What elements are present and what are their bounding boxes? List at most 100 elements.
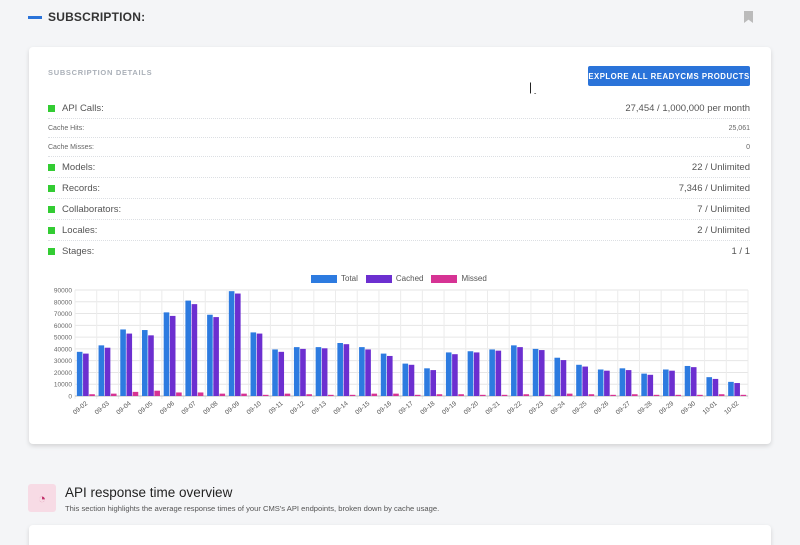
bar-total: [706, 377, 713, 396]
legend-item-cached[interactable]: Cached: [365, 274, 423, 283]
x-tick-label: 09-25: [571, 400, 589, 416]
bar-total: [272, 349, 278, 396]
bar-cached: [690, 367, 697, 396]
bar-missed: [371, 393, 378, 396]
x-tick-label: 09-09: [224, 400, 242, 416]
bar-cached: [582, 366, 588, 396]
legend-label: Missed: [461, 274, 487, 283]
subscription-details-list: API Calls: 27,454 / 1,000,000 per month …: [48, 98, 750, 262]
detail-value: 25,061: [728, 124, 750, 132]
bar-cached: [343, 344, 350, 396]
bar-missed: [588, 394, 595, 396]
x-tick-label: 09-15: [354, 400, 372, 416]
response-time-card: [29, 525, 771, 545]
x-tick-label: 09-17: [398, 400, 416, 416]
bar-cached: [625, 370, 632, 396]
bar-cached: [386, 355, 393, 396]
api-section-description: This section highlights the average resp…: [65, 504, 440, 513]
y-tick-label: 70000: [54, 311, 72, 318]
x-tick-label: 09-14: [332, 400, 350, 416]
bar-total: [663, 369, 669, 396]
bar-missed: [414, 394, 421, 396]
detail-value: 0: [746, 143, 750, 151]
detail-row-records: Records: 7,346 / Unlimited: [48, 178, 750, 199]
bar-total: [576, 364, 582, 396]
gauge-icon: ◔: [28, 484, 56, 512]
bar-cached: [235, 293, 241, 396]
x-tick-label: 09-24: [550, 400, 568, 416]
bar-total: [207, 314, 213, 396]
bar-total: [228, 291, 235, 396]
bar-total: [293, 347, 300, 396]
bar-missed: [610, 394, 616, 396]
detail-value: 2 / Unlimited: [697, 224, 750, 236]
detail-value: 7,346 / Unlimited: [678, 182, 750, 194]
bar-missed: [675, 394, 682, 396]
x-tick-label: 09-02: [72, 400, 90, 416]
bar-cached: [408, 364, 415, 396]
y-tick-label: 50000: [54, 335, 72, 342]
x-tick-label: 09-28: [636, 400, 654, 416]
x-tick-label: 09-11: [268, 400, 285, 416]
bar-cached: [538, 350, 545, 396]
x-tick-label: 09-12: [289, 400, 307, 416]
bar-cached: [104, 347, 111, 396]
detail-row-stages: Stages: 1 / 1: [48, 241, 750, 262]
x-tick-label: 09-10: [246, 400, 264, 416]
x-tick-label: 09-20: [463, 400, 481, 416]
legend-label: Total: [341, 274, 358, 283]
bar-missed: [89, 394, 95, 396]
x-tick-label: 09-13: [311, 400, 329, 416]
explore-products-button[interactable]: EXPLORE ALL READYCMS PRODUCTS: [588, 66, 750, 86]
bar-missed: [219, 393, 226, 396]
bar-cached: [495, 350, 502, 396]
x-tick-label: 09-21: [484, 400, 502, 416]
bar-missed: [197, 392, 204, 396]
legend-item-total[interactable]: Total: [311, 274, 358, 283]
x-tick-label: 10-02: [723, 400, 741, 416]
detail-label: API Calls:: [62, 102, 104, 114]
x-tick-label: 09-04: [115, 400, 133, 416]
detail-label: Models:: [62, 161, 96, 173]
bar-total: [359, 347, 365, 396]
bar-missed: [154, 390, 160, 396]
detail-value: 22 / Unlimited: [691, 161, 750, 173]
x-tick-label: 09-19: [441, 400, 459, 416]
detail-value: 27,454 / 1,000,000 per month: [625, 102, 750, 114]
detail-row-api-calls: API Calls: 27,454 / 1,000,000 per month: [48, 98, 750, 119]
bullet-icon: [48, 226, 55, 234]
bar-missed: [262, 394, 269, 396]
y-tick-label: 20000: [54, 370, 72, 377]
bar-missed: [718, 394, 725, 396]
x-tick-label: 09-08: [202, 400, 220, 416]
bar-total: [511, 345, 517, 396]
detail-label: Cache Hits:: [48, 124, 85, 132]
bar-cached: [560, 360, 567, 396]
bar-cached: [300, 348, 306, 396]
bullet-icon: [48, 104, 55, 112]
bar-total: [597, 369, 604, 396]
bookmark-icon[interactable]: [744, 11, 753, 23]
legend-item-missed[interactable]: Missed: [431, 274, 487, 283]
bar-cached: [83, 353, 89, 396]
bar-total: [684, 365, 691, 396]
card-title: SUBSCRIPTION DETAILS: [48, 68, 153, 77]
bar-cached: [213, 317, 219, 396]
bar-total: [641, 373, 647, 396]
bullet-icon: [48, 184, 55, 192]
section-accent-bar: [28, 15, 42, 19]
bullet-icon: [48, 205, 55, 213]
bar-missed: [110, 393, 117, 396]
bar-missed: [132, 391, 139, 396]
bar-missed: [631, 394, 638, 396]
x-tick-label: 09-30: [680, 400, 698, 416]
x-tick-label: 09-18: [419, 400, 437, 416]
x-tick-label: 09-27: [615, 400, 633, 416]
bar-missed: [740, 394, 747, 396]
bar-cached: [669, 370, 675, 396]
bar-cached: [647, 374, 654, 396]
bar-cached: [604, 370, 610, 396]
detail-row-collaborators: Collaborators: 7 / Unlimited: [48, 199, 750, 220]
detail-row-locales: Locales: 2 / Unlimited: [48, 220, 750, 241]
bar-cached: [712, 378, 719, 396]
